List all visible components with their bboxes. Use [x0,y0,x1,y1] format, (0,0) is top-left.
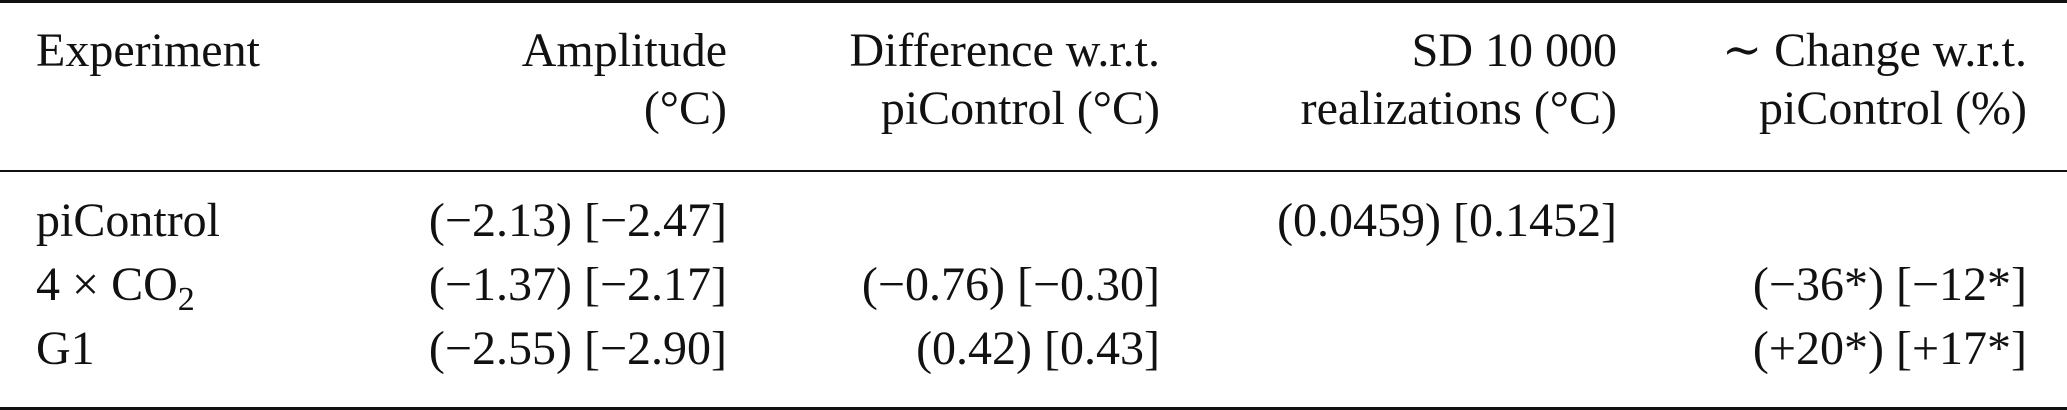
bottom-rule [0,407,2067,410]
header-sd-line2: realizations (°C) [1300,82,1617,135]
experiment-label: piControl [36,194,221,247]
row-g1-difference: (0.42) [0.43] [916,322,1160,375]
header-experiment-text: Experiment [36,24,260,77]
row-picontrol-experiment: piControl [36,192,220,250]
header-experiment: Experiment [36,22,260,80]
experiment-label: 4 × CO [36,258,178,311]
row-g1-amplitude: (−2.55) [−2.90] [428,322,727,375]
header-difference: Difference w.r.t. piControl (°C) [849,22,1160,138]
header-sd: SD 10 000 realizations (°C) [1301,22,1617,138]
header-amplitude-line2: (°C) [643,82,727,135]
row-g1-change: (+20*) [+17*] [1752,322,2027,375]
row-4xco2-difference: (−0.76) [−0.30] [861,258,1160,311]
experiment-label: G1 [36,322,95,375]
row-4xco2-experiment: 4 × CO2 [36,256,195,319]
header-difference-line1: Difference w.r.t. [849,24,1160,77]
top-rule [0,0,2067,3]
row-g1-experiment: G1 [36,320,95,378]
experiment-subscript: 2 [177,281,195,318]
header-change-line1: ∼ Change w.r.t. [1721,24,2027,77]
header-change-line2: piControl (%) [1759,82,2027,135]
row-picontrol-sd: (0.0459) [0.1452] [1277,194,1617,247]
header-difference-line2: piControl (°C) [880,82,1160,135]
header-sd-line1: SD 10 000 [1411,24,1617,77]
row-4xco2-amplitude: (−1.37) [−2.17] [428,258,727,311]
header-change: ∼ Change w.r.t. piControl (%) [1722,22,2027,138]
header-amplitude: Amplitude (°C) [522,22,727,138]
header-rule [0,170,2067,172]
row-4xco2-change: (−36*) [−12*] [1752,258,2027,311]
row-picontrol-amplitude: (−2.13) [−2.47] [428,194,727,247]
header-amplitude-line1: Amplitude [521,24,727,77]
